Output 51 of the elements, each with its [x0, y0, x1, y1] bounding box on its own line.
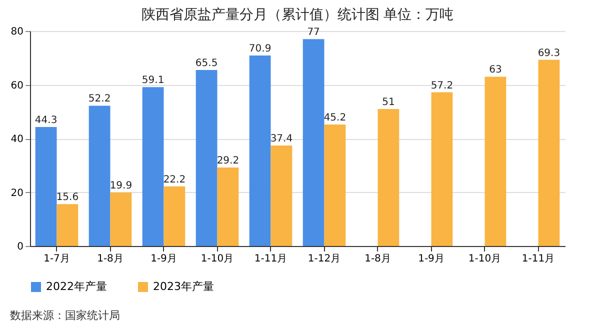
- bar: [164, 186, 186, 246]
- data-label: 15.6: [56, 192, 79, 204]
- data-label: 63: [489, 64, 502, 76]
- bar: [35, 126, 57, 246]
- legend-label: 2022年产量: [46, 280, 107, 293]
- data-label: 77: [307, 27, 320, 38]
- bar: [270, 145, 292, 246]
- source-note: 数据来源：国家统计局: [10, 308, 120, 323]
- bar: [56, 204, 78, 246]
- x-tick-label: 1-11月: [522, 254, 555, 264]
- data-label: 22.2: [163, 174, 186, 186]
- bar: [431, 92, 453, 246]
- bar: [324, 124, 346, 246]
- x-tick-label: 1-8月: [97, 254, 124, 264]
- data-label: 44.3: [34, 114, 58, 126]
- data-label: 45.2: [324, 112, 346, 124]
- x-tick-label: 1-11月: [254, 254, 288, 264]
- x-tick-label: 1-12月: [308, 254, 341, 264]
- data-label: 70.9: [248, 43, 272, 54]
- data-label: 29.2: [216, 156, 240, 167]
- x-tick-label: 1-7月: [44, 254, 70, 264]
- x-tick-label: 1-10月: [200, 254, 234, 264]
- x-tick-label: 1-9月: [150, 254, 177, 264]
- legend-label: 2023年产量: [153, 280, 214, 293]
- y-tick-label: 80: [10, 26, 24, 38]
- data-label: 65.5: [195, 58, 218, 69]
- bar: [538, 60, 560, 246]
- data-label: 69.3: [538, 48, 560, 59]
- bar: [484, 76, 506, 246]
- data-label: 51: [382, 96, 395, 108]
- x-tick-label: 1-8月: [364, 254, 391, 264]
- bar: [88, 106, 110, 246]
- y-tick-label: 20: [10, 188, 24, 199]
- y-tick-label: 40: [10, 134, 24, 145]
- bar: [378, 108, 400, 246]
- data-label: 57.2: [430, 80, 454, 92]
- bar: [142, 87, 164, 246]
- bar: [302, 39, 324, 246]
- data-label: 59.1: [142, 75, 164, 86]
- chart-title: 陕西省原盐产量分月（累计值）统计图 单位：万吨: [141, 7, 454, 23]
- bar: [196, 70, 218, 246]
- y-tick-label: 0: [17, 242, 24, 252]
- x-tick-label: 1-10月: [468, 254, 502, 264]
- bar: [249, 55, 271, 246]
- bar: [217, 168, 239, 246]
- data-label: 19.9: [110, 180, 132, 192]
- y-tick-label: 60: [10, 80, 24, 92]
- x-tick-label: 1-9月: [418, 254, 444, 264]
- data-label: 52.2: [88, 94, 111, 105]
- bar: [110, 192, 132, 246]
- data-label: 37.4: [270, 133, 293, 144]
